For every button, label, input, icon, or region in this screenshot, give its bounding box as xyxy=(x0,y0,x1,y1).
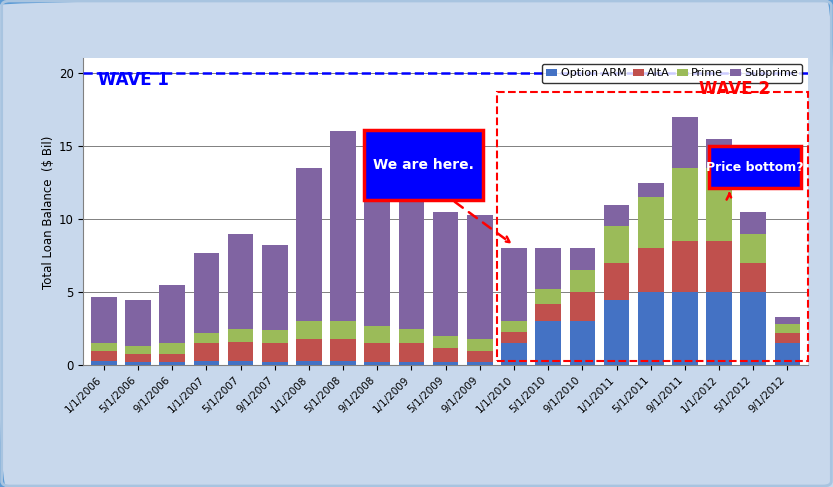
Bar xyxy=(638,248,664,292)
Bar xyxy=(296,339,322,361)
Bar xyxy=(125,300,151,346)
Bar xyxy=(604,263,630,300)
Legend: Option ARM, AltA, Prime, Subprime: Option ARM, AltA, Prime, Subprime xyxy=(541,64,802,83)
Bar xyxy=(638,292,664,365)
Bar xyxy=(570,248,596,270)
Bar xyxy=(706,139,732,168)
Bar xyxy=(330,339,356,361)
Bar xyxy=(365,362,390,365)
Bar xyxy=(604,226,630,263)
Bar xyxy=(262,245,287,330)
Bar xyxy=(706,241,732,292)
Bar xyxy=(741,292,766,365)
Bar xyxy=(706,292,732,365)
Bar xyxy=(433,362,458,365)
Bar xyxy=(604,205,630,226)
Bar xyxy=(709,146,801,188)
Bar xyxy=(467,351,492,362)
Bar xyxy=(672,292,698,365)
Bar xyxy=(193,253,219,333)
Bar xyxy=(330,361,356,365)
Bar xyxy=(125,354,151,362)
Bar xyxy=(227,342,253,361)
Bar xyxy=(227,329,253,342)
Bar xyxy=(775,317,801,324)
Bar xyxy=(775,343,801,365)
Bar xyxy=(433,348,458,362)
Bar xyxy=(399,362,424,365)
Bar xyxy=(296,321,322,339)
Bar xyxy=(159,354,185,362)
Bar xyxy=(741,212,766,234)
Bar xyxy=(604,300,630,365)
Bar xyxy=(193,343,219,361)
Bar xyxy=(330,321,356,339)
Bar xyxy=(536,304,561,321)
Bar xyxy=(775,333,801,343)
Bar xyxy=(365,326,390,343)
Bar xyxy=(638,183,664,197)
Bar xyxy=(570,270,596,292)
Bar xyxy=(672,117,698,168)
Bar xyxy=(227,361,253,365)
Bar xyxy=(330,131,356,321)
Text: WAVE 1: WAVE 1 xyxy=(97,71,168,89)
Bar xyxy=(433,336,458,348)
Bar xyxy=(501,332,526,343)
Text: We are here.: We are here. xyxy=(373,158,474,172)
Bar xyxy=(536,321,561,365)
Bar xyxy=(159,343,185,354)
Bar xyxy=(193,333,219,343)
Bar xyxy=(672,241,698,292)
Bar xyxy=(262,330,287,343)
Bar xyxy=(399,161,424,329)
Bar xyxy=(91,361,117,365)
Bar xyxy=(296,168,322,321)
Bar xyxy=(672,168,698,241)
Bar xyxy=(159,362,185,365)
Bar xyxy=(706,168,732,241)
Bar xyxy=(227,234,253,329)
Bar xyxy=(365,343,390,362)
Bar xyxy=(125,362,151,365)
Bar xyxy=(501,248,526,321)
Bar xyxy=(497,92,808,361)
Bar xyxy=(433,212,458,336)
Y-axis label: Total Loan Balance  ($ Bil): Total Loan Balance ($ Bil) xyxy=(42,135,54,288)
Bar xyxy=(296,361,322,365)
Bar xyxy=(467,215,492,339)
Bar xyxy=(501,321,526,332)
Bar xyxy=(741,234,766,263)
Bar xyxy=(536,248,561,289)
Text: Price bottom?: Price bottom? xyxy=(706,161,804,174)
Bar xyxy=(570,321,596,365)
Bar xyxy=(570,292,596,321)
Bar xyxy=(262,362,287,365)
Bar xyxy=(91,351,117,361)
Bar xyxy=(399,329,424,343)
Bar xyxy=(364,130,483,200)
Bar xyxy=(91,343,117,351)
Bar xyxy=(536,289,561,304)
Bar xyxy=(467,362,492,365)
Bar xyxy=(262,343,287,362)
Bar xyxy=(775,324,801,333)
Bar xyxy=(125,346,151,354)
Bar xyxy=(365,153,390,326)
Bar xyxy=(467,339,492,351)
Bar xyxy=(159,285,185,343)
Text: WAVE 2: WAVE 2 xyxy=(700,80,771,98)
Bar xyxy=(193,361,219,365)
Bar xyxy=(399,343,424,362)
Bar xyxy=(91,297,117,343)
Bar xyxy=(741,263,766,292)
Bar xyxy=(638,197,664,248)
Bar xyxy=(501,343,526,365)
